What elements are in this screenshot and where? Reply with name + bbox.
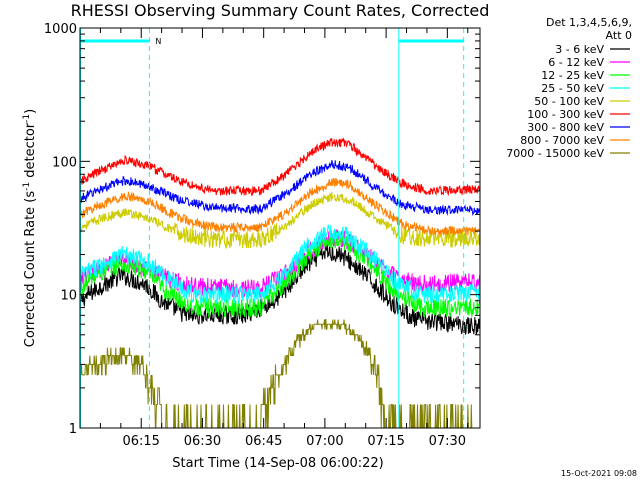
series-line-3	[79, 224, 481, 305]
chart-title: RHESSI Observing Summary Count Rates, Co…	[71, 1, 490, 20]
x-tick-label: 07:30	[429, 434, 466, 449]
legend-label: 800 - 7000 keV	[520, 134, 604, 147]
y-tick-label: 1	[69, 422, 77, 437]
legend-label: 25 - 50 keV	[541, 82, 604, 95]
series-line-7	[79, 177, 481, 237]
series-line-4	[79, 191, 481, 249]
x-tick-label: 06:30	[184, 434, 221, 449]
legend-label: 100 - 300 keV	[527, 108, 604, 121]
night-label: N	[155, 37, 161, 46]
x-axis-label: Start Time (14-Sep-08 06:00:22)	[172, 456, 383, 471]
y-tick-label: 100	[52, 155, 77, 170]
timestamp: 15-Oct-2021 09:08	[561, 469, 637, 478]
x-tick-label: 06:15	[122, 434, 159, 449]
x-tick-label: 07:15	[367, 434, 404, 449]
legend-header: Det 1,3,4,5,6,9,	[546, 16, 632, 29]
series-line-6	[79, 159, 481, 217]
y-tick-label: 10	[60, 289, 77, 304]
series-line-5	[79, 137, 481, 197]
x-axis: 06:15 06:30 06:45 07:00 07:15 07:30	[99, 28, 469, 449]
series-line-8	[79, 319, 480, 429]
plot-frame	[79, 27, 481, 429]
y-axis: 1 10 100 1000	[44, 22, 480, 437]
legend-label: 3 - 6 keV	[555, 43, 604, 56]
y-axis-label: Corrected Count Rate (s-1 detector-1)	[22, 109, 38, 347]
legend-label: 7000 - 15000 keV	[506, 147, 604, 160]
legend-label: 50 - 100 keV	[534, 95, 604, 108]
x-tick-label: 07:00	[306, 434, 343, 449]
y-tick-label: 1000	[44, 22, 77, 37]
legend-label: 300 - 800 keV	[527, 121, 604, 134]
legend-label: 6 - 12 keV	[548, 56, 604, 69]
series-layer	[79, 137, 481, 429]
legend-label: 12 - 25 keV	[541, 69, 604, 82]
x-tick-label: 06:45	[245, 434, 282, 449]
legend-header: Att 0	[606, 29, 632, 42]
series-line-2	[79, 230, 481, 318]
